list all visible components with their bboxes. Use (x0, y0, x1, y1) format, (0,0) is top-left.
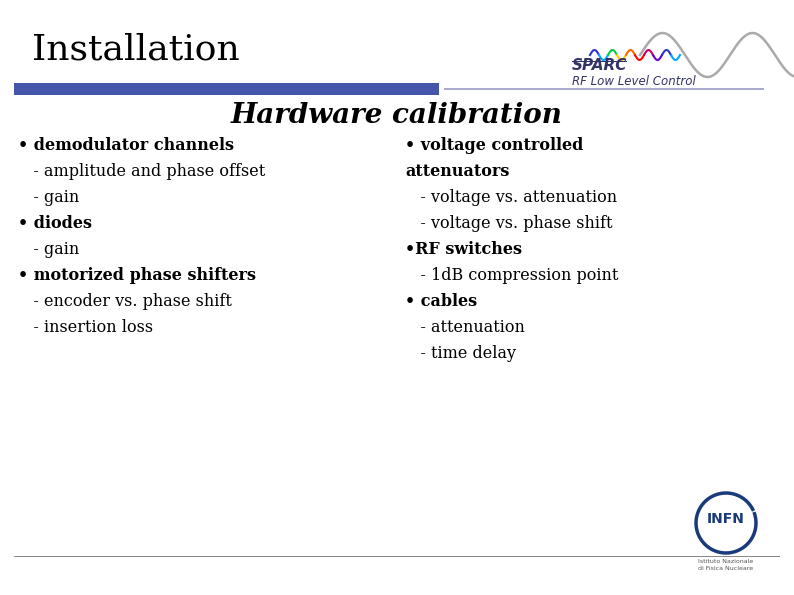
Text: - time delay: - time delay (405, 345, 516, 362)
Text: - voltage vs. phase shift: - voltage vs. phase shift (405, 215, 612, 232)
Text: SPARC: SPARC (572, 58, 627, 73)
Bar (444, 88, 764, 90)
Bar (14, 83, 439, 95)
Text: Hardware calibration: Hardware calibration (231, 102, 563, 129)
Text: • voltage controlled: • voltage controlled (405, 137, 584, 154)
Text: •RF switches: •RF switches (405, 241, 522, 258)
Text: • diodes: • diodes (18, 215, 92, 232)
Text: - gain: - gain (18, 189, 79, 206)
Text: - gain: - gain (18, 241, 79, 258)
Bar (14, 556, 780, 557)
Text: - insertion loss: - insertion loss (18, 319, 153, 336)
Text: attenuators: attenuators (405, 163, 510, 180)
Text: - voltage vs. attenuation: - voltage vs. attenuation (405, 189, 617, 206)
Text: • cables: • cables (405, 293, 477, 310)
Text: - encoder vs. phase shift: - encoder vs. phase shift (18, 293, 232, 310)
Text: - amplitude and phase offset: - amplitude and phase offset (18, 163, 265, 180)
Text: Installation: Installation (32, 32, 240, 66)
Text: INFN: INFN (707, 512, 745, 526)
Text: RF Low Level Control: RF Low Level Control (572, 75, 696, 88)
Text: - attenuation: - attenuation (405, 319, 525, 336)
Text: • motorized phase shifters: • motorized phase shifters (18, 267, 256, 284)
Bar (572, 61, 627, 62)
Text: • demodulator channels: • demodulator channels (18, 137, 234, 154)
Text: Istituto Nazionale
di Fisica Nucleare: Istituto Nazionale di Fisica Nucleare (699, 559, 754, 571)
Text: - 1dB compression point: - 1dB compression point (405, 267, 619, 284)
